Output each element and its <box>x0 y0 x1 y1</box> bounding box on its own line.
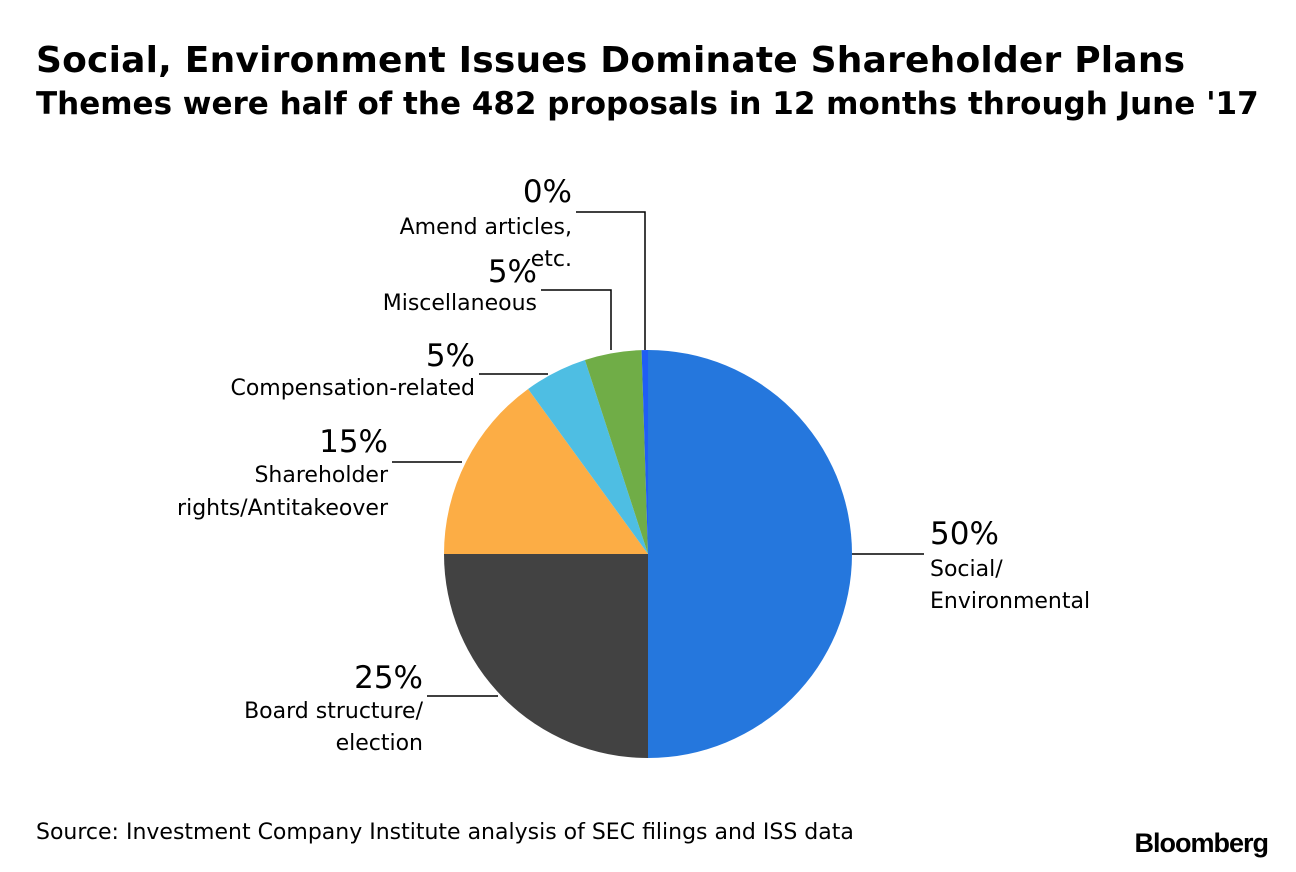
leader-line-5 <box>576 211 646 350</box>
slice-category-label-1: election <box>336 731 423 756</box>
slice-percent-label-3: 5% <box>426 338 475 374</box>
slice-category-label-3: Compensation-related <box>230 376 475 401</box>
pie-slice-1 <box>444 554 648 758</box>
source-note: Source: Investment Company Institute ana… <box>36 820 854 845</box>
slice-category-label-1: Board structure/ <box>244 699 423 724</box>
pie-slice-0 <box>648 350 852 758</box>
slice-percent-label-5: 0% <box>523 174 572 210</box>
leader-line-4 <box>541 289 612 350</box>
pie-slice-2 <box>444 388 648 554</box>
slice-category-label-4: Miscellaneous <box>383 291 537 316</box>
slice-percent-label-0: 50% <box>930 516 999 552</box>
slice-category-label-0: Social/ <box>930 557 1003 582</box>
slice-category-label-2: rights/Antitakeover <box>177 496 389 521</box>
bloomberg-logo: Bloomberg <box>1134 828 1269 858</box>
slice-percent-label-1: 25% <box>354 660 423 696</box>
chart-title: Social, Environment Issues Dominate Shar… <box>36 40 1186 81</box>
slice-category-label-2: Shareholder <box>254 463 389 488</box>
pie-slice-4 <box>584 350 648 554</box>
pie-slice-3 <box>528 359 648 554</box>
chart-subtitle: Themes were half of the 482 proposals in… <box>36 86 1259 122</box>
slice-percent-label-2: 15% <box>319 424 388 460</box>
slice-category-label-0: Environmental <box>930 589 1090 614</box>
slice-category-label-5: etc. <box>531 247 572 272</box>
slice-percent-label-4: 5% <box>488 254 537 290</box>
slice-category-label-5: Amend articles, <box>400 215 572 240</box>
pie-slice-5 <box>641 350 648 554</box>
